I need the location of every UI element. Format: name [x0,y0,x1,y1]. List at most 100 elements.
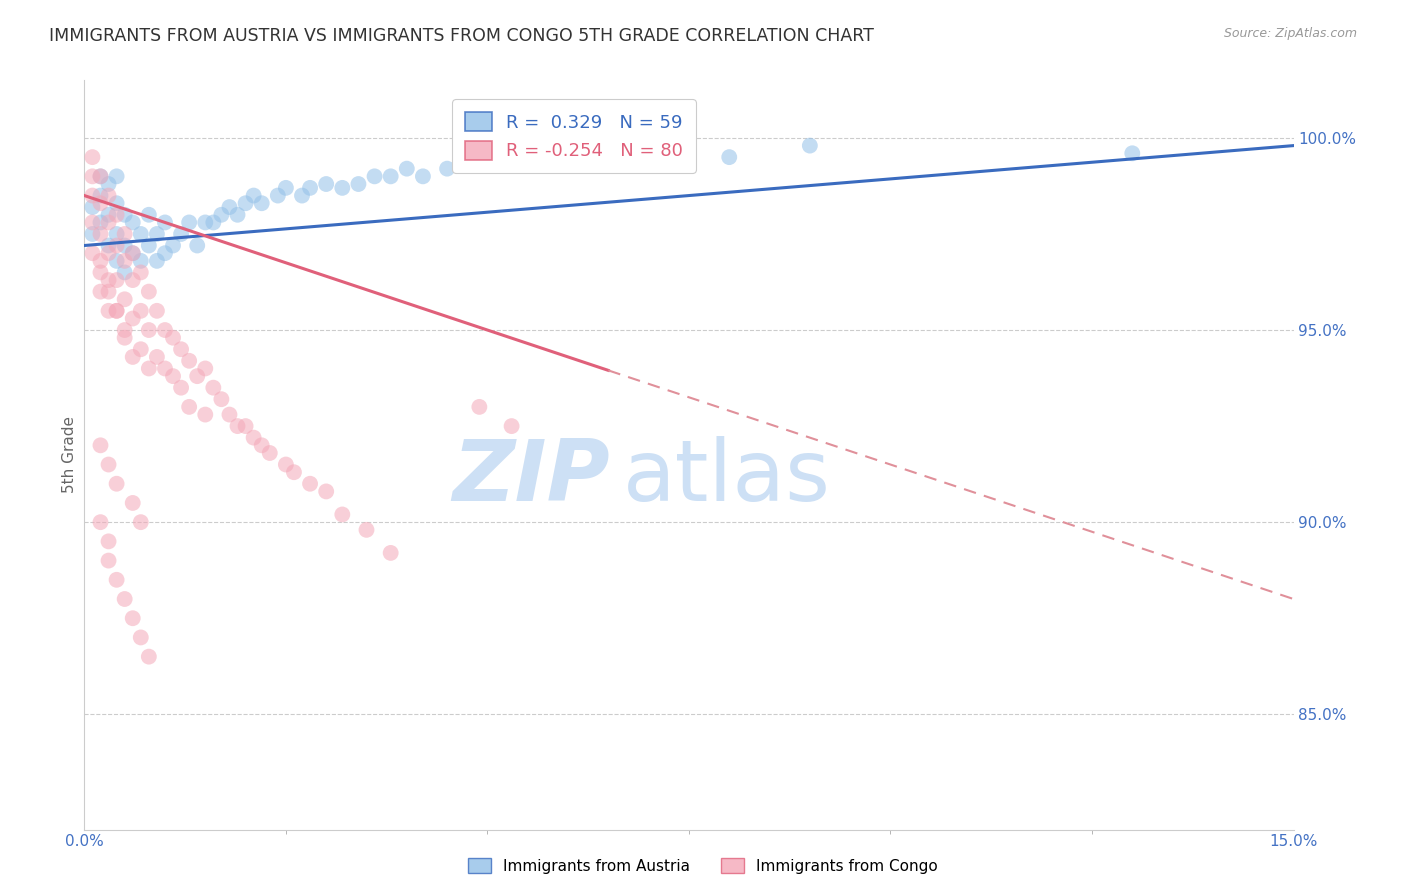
Point [89,227,111,241]
Point [274,458,297,472]
Point [153,361,176,376]
Point [82,188,104,202]
Point [218,200,240,214]
Point [114,293,136,307]
Point [82,200,104,214]
Point [194,215,217,229]
Point [330,508,353,522]
Point [283,465,305,479]
Point [218,408,240,422]
Point [121,350,143,364]
Point [97,553,120,567]
Point [516,150,538,164]
Point [259,446,281,460]
Point [105,238,128,252]
Y-axis label: 5th Grade: 5th Grade [62,417,77,493]
Point [114,227,136,241]
Point [299,476,322,491]
Point [89,169,111,184]
Point [209,392,232,407]
Point [121,611,143,625]
Point [89,515,111,529]
Point [121,273,143,287]
Point [267,188,290,202]
Point [105,169,128,184]
Point [129,303,152,318]
Point [235,419,257,434]
Point [146,303,169,318]
Point [678,143,700,157]
Point [129,515,152,529]
Point [209,208,232,222]
Point [186,238,208,252]
Point [226,419,249,434]
Point [718,150,741,164]
Point [89,169,111,184]
Point [138,238,160,252]
Point [146,253,169,268]
Point [82,169,104,184]
Point [89,196,111,211]
Point [186,369,208,384]
Point [235,196,257,211]
Point [170,227,193,241]
Point [162,238,184,252]
Point [105,273,128,287]
Point [121,246,143,260]
Point [1121,146,1143,161]
Point [105,208,128,222]
Point [114,265,136,279]
Point [250,438,273,452]
Point [97,303,120,318]
Point [153,215,176,229]
Point [129,631,152,645]
Point [105,196,128,211]
Point [330,181,353,195]
Point [114,323,136,337]
Point [105,227,128,241]
Point [97,188,120,202]
Point [799,138,821,153]
Point [170,343,193,357]
Point [82,246,104,260]
Point [179,215,201,229]
Point [114,592,136,607]
Point [250,196,273,211]
Point [138,649,160,664]
Point [274,181,297,195]
Point [412,169,434,184]
Point [226,208,249,222]
Point [315,177,337,191]
Point [89,215,111,229]
Point [315,484,337,499]
Point [82,227,104,241]
Point [138,208,160,222]
Point [114,331,136,345]
Point [291,188,314,202]
Point [105,303,128,318]
Point [97,285,120,299]
Point [97,238,120,252]
Point [97,246,120,260]
Point [97,177,120,191]
Text: ZIP: ZIP [453,436,610,519]
Point [395,161,418,176]
Point [105,476,128,491]
Point [138,285,160,299]
Point [363,169,385,184]
Point [153,246,176,260]
Point [129,265,152,279]
Point [97,458,120,472]
Point [82,215,104,229]
Point [105,303,128,318]
Point [97,208,120,222]
Point [105,253,128,268]
Point [97,534,120,549]
Point [138,323,160,337]
Point [179,400,201,414]
Point [242,431,264,445]
Point [477,158,499,172]
Legend: Immigrants from Austria, Immigrants from Congo: Immigrants from Austria, Immigrants from… [463,852,943,880]
Text: atlas: atlas [623,436,831,519]
Point [170,381,193,395]
